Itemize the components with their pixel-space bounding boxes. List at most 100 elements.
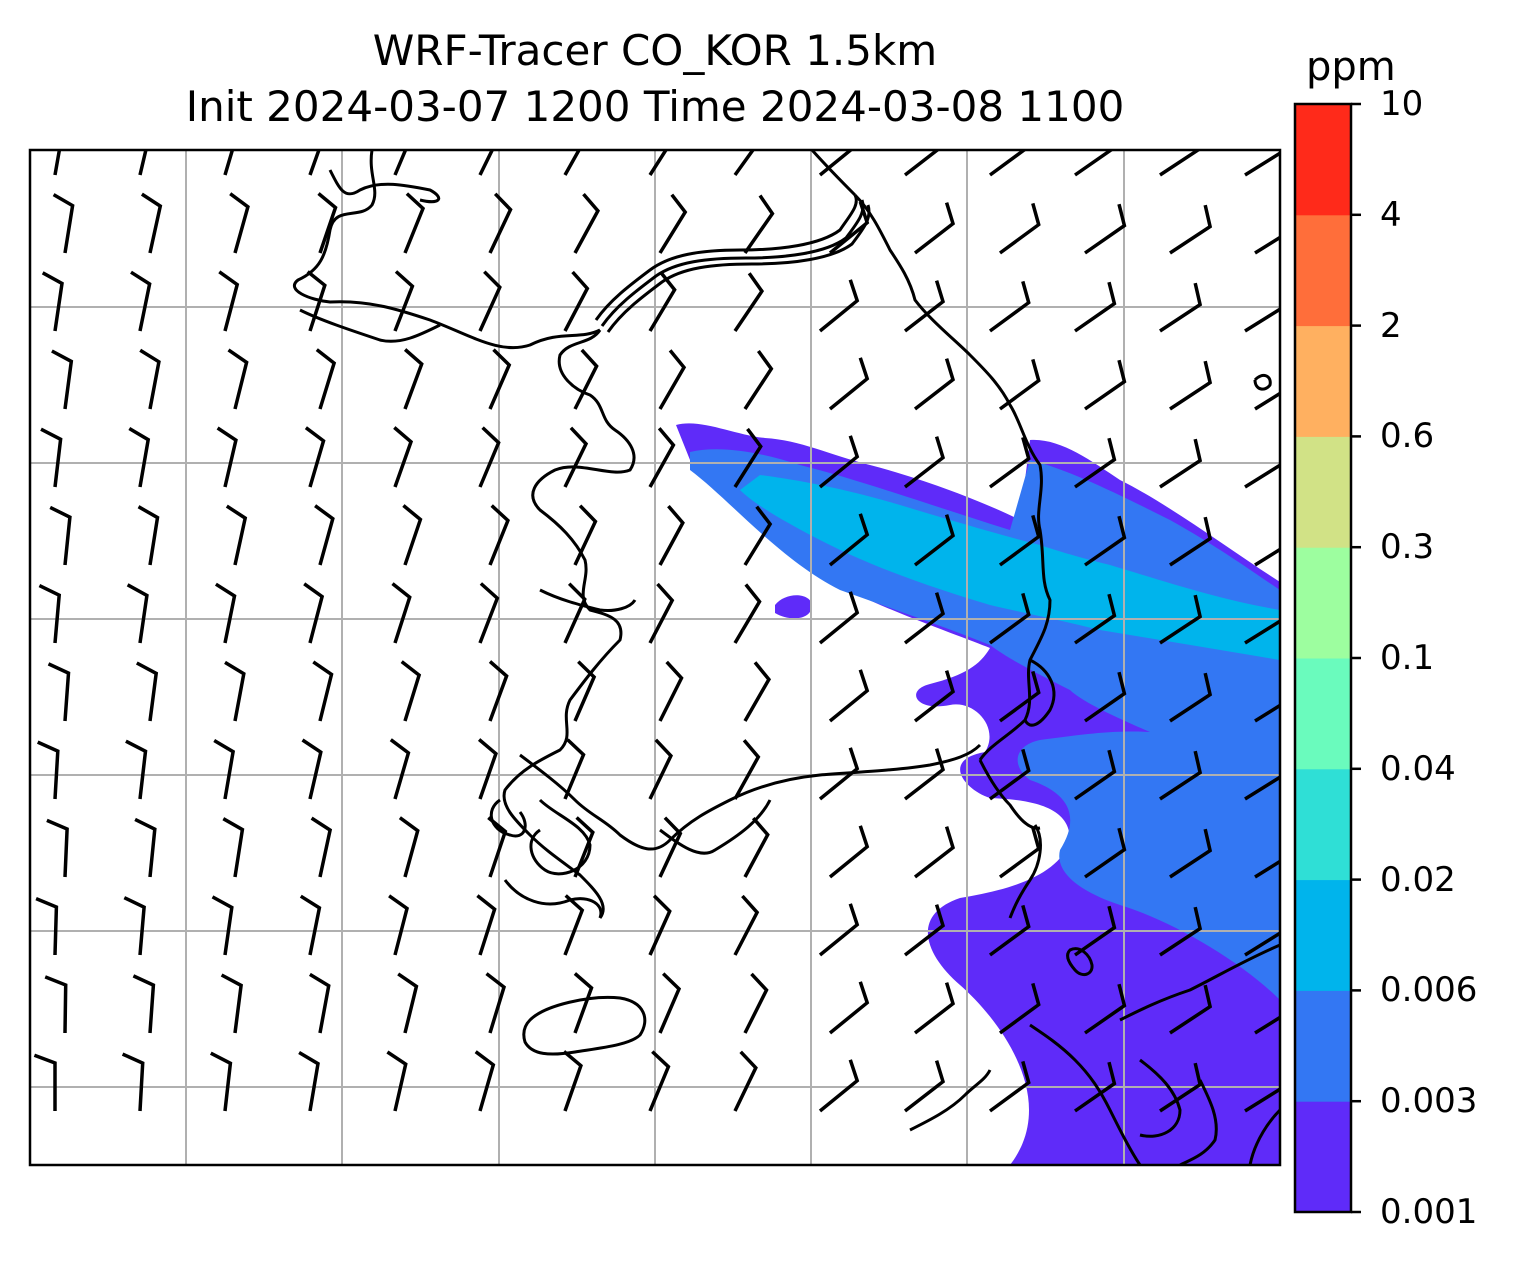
wind-barb xyxy=(137,505,160,566)
wind-barb xyxy=(733,427,763,488)
plot-area xyxy=(30,150,1280,1165)
colorbar-tick-label: 2 xyxy=(1380,305,1402,346)
wind-barb xyxy=(386,1050,408,1112)
wind-barb xyxy=(658,816,683,878)
wind-barb xyxy=(998,982,1041,1035)
wind-barb xyxy=(1084,203,1127,255)
wind-barb xyxy=(743,816,770,878)
wind-barb xyxy=(988,592,1031,645)
wind-barb xyxy=(216,426,238,488)
wind-barb xyxy=(998,670,1041,723)
wind-barb xyxy=(1159,906,1203,957)
wind-barb xyxy=(49,505,72,566)
wind-barb xyxy=(1244,908,1280,957)
wind-barb xyxy=(733,1050,758,1112)
wind-barb xyxy=(573,192,601,254)
wind-barb xyxy=(988,150,1028,177)
wind-barb xyxy=(487,816,508,878)
wind-barb xyxy=(903,280,946,333)
wind-barb xyxy=(139,348,161,410)
wind-barb xyxy=(913,514,956,567)
wind-barb xyxy=(828,825,870,879)
wind-barb xyxy=(1254,703,1280,723)
wind-barb xyxy=(53,150,62,176)
wind-barb xyxy=(913,982,956,1035)
wind-barb xyxy=(47,662,71,722)
wind-barb xyxy=(314,504,335,566)
colorbar-segment xyxy=(1295,325,1351,437)
colorbar-tick-label: 0.3 xyxy=(1380,527,1435,568)
wind-barb xyxy=(312,660,334,722)
wind-barb xyxy=(1244,752,1280,801)
wind-barb xyxy=(52,193,75,254)
wind-barb xyxy=(211,895,234,956)
wind-barb xyxy=(743,349,774,410)
wind-barb xyxy=(35,896,59,956)
wind-barb xyxy=(1159,594,1203,645)
wind-barb xyxy=(306,270,327,332)
wind-barb xyxy=(903,592,946,645)
wind-barb xyxy=(913,826,956,879)
colorbar-tick-label: 0.001 xyxy=(1380,1192,1478,1232)
wind-barb xyxy=(303,582,325,644)
wind-barb xyxy=(46,818,69,878)
wind-barb xyxy=(818,435,860,489)
wind-barb xyxy=(573,504,598,566)
wind-barb xyxy=(301,738,323,800)
wind-barb xyxy=(733,150,756,177)
wind-barb xyxy=(391,582,412,644)
wind-barb xyxy=(658,504,685,566)
wind-barb xyxy=(213,738,236,800)
wind-barb xyxy=(658,972,682,1034)
wind-barb xyxy=(222,817,245,878)
wind-barb xyxy=(818,279,860,333)
wind-barb xyxy=(1074,593,1117,645)
wind-barb xyxy=(1074,281,1117,333)
wind-barb xyxy=(1074,905,1117,957)
colorbar-tick-label: 0.003 xyxy=(1380,1081,1478,1122)
wind-barb xyxy=(389,738,411,800)
wind-barb xyxy=(400,660,422,722)
wind-barb xyxy=(818,747,860,801)
wind-barbs xyxy=(33,150,1280,1113)
wind-barb xyxy=(1159,750,1203,801)
wind-barb xyxy=(998,826,1041,879)
wind-barb xyxy=(1074,749,1117,801)
wind-barb xyxy=(903,904,946,957)
wind-barb xyxy=(125,739,148,800)
wind-barb xyxy=(126,583,149,644)
wind-barb xyxy=(743,972,769,1034)
colorbar-tick-label: 0.1 xyxy=(1380,638,1435,678)
wind-barb xyxy=(988,748,1031,801)
wind-barb xyxy=(1084,359,1127,411)
map-title-line2: Init 2024-03-07 1200 Time 2024-03-08 110… xyxy=(185,82,1125,131)
wind-barb xyxy=(1159,150,1202,177)
wind-barb xyxy=(648,427,676,488)
colorbar-segment xyxy=(1295,436,1351,548)
wind-barb xyxy=(573,972,594,1034)
wind-barb xyxy=(310,816,333,878)
wind-barb xyxy=(225,504,248,566)
wind-barb xyxy=(304,426,326,488)
wind-barb xyxy=(913,358,956,411)
wind-barb xyxy=(562,1050,583,1112)
wind-barb xyxy=(733,894,760,956)
wind-barb xyxy=(132,974,156,1034)
plot-frame xyxy=(28,148,1282,1167)
wind-barb xyxy=(988,280,1031,333)
colorbar-segment xyxy=(1295,1101,1351,1213)
wind-barb xyxy=(33,1053,57,1111)
wind-barb xyxy=(398,816,420,878)
wind-barb xyxy=(308,150,321,176)
wind-barb xyxy=(658,349,687,410)
wind-barb xyxy=(123,896,146,956)
wind-barb xyxy=(1254,235,1280,255)
wind-barb xyxy=(733,272,765,332)
wind-barb xyxy=(1169,516,1213,567)
wind-barb xyxy=(573,660,597,722)
colorbar-tick-label: 0.04 xyxy=(1380,748,1456,789)
wind-barb xyxy=(903,436,946,489)
colorbar-unit-label: ppm xyxy=(1306,44,1396,90)
wind-barb xyxy=(477,738,498,800)
